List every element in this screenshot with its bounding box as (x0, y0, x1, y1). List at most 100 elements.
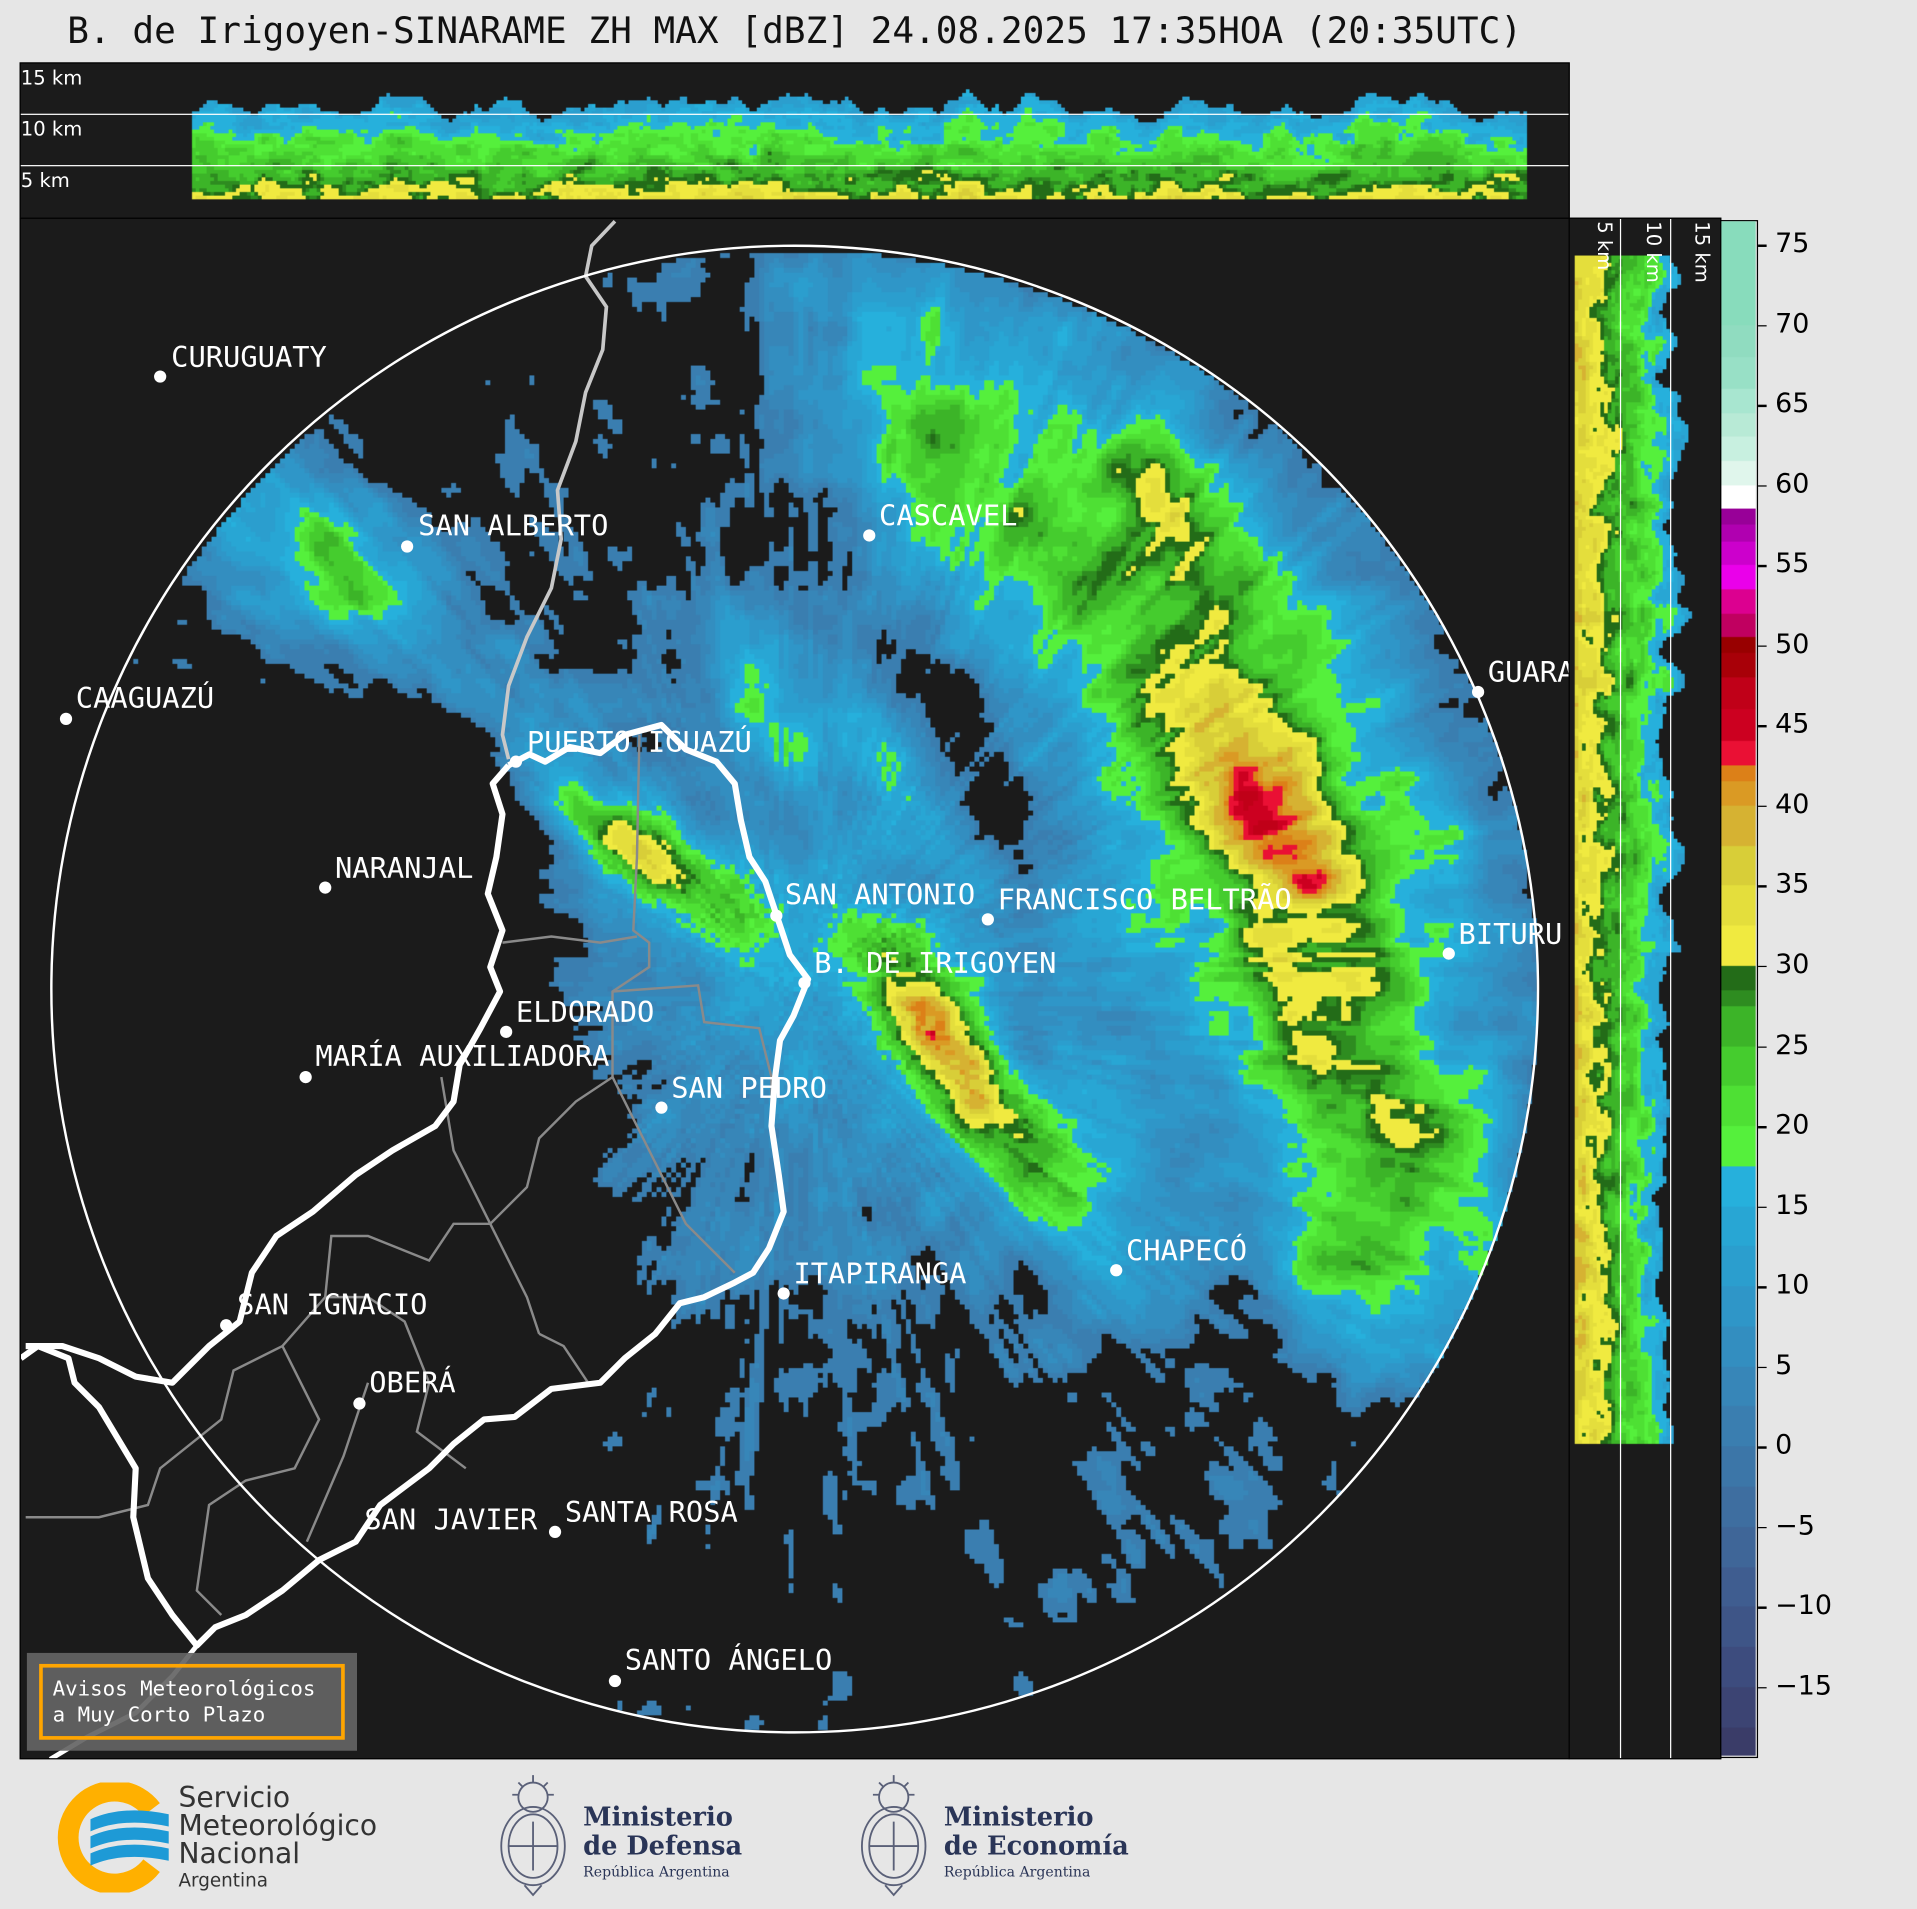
city-label-itapiranga: ITAPIRANGA (793, 1256, 967, 1292)
colorbar-tick-label: 60 (1775, 469, 1810, 500)
right-height-profile: 5 km 10 km 15 km (1568, 217, 1722, 1760)
colorbar-tick (1758, 484, 1767, 487)
city-dot (1442, 947, 1455, 960)
colorbar-tick (1758, 1366, 1767, 1369)
city-dot (319, 881, 332, 894)
city-label-cascavel: CASCAVEL (879, 498, 1018, 534)
city-dot (770, 909, 783, 922)
smn-country: Argentina (178, 1869, 268, 1892)
argentina-paraguay-border (25, 763, 511, 1386)
colorbar-tick (1758, 725, 1767, 728)
colorbar-tick (1758, 1526, 1767, 1529)
defensa-sub: República Argentina (583, 1863, 730, 1881)
city-label-santo-angelo: SANTO ÁNGELO (624, 1643, 833, 1678)
map-overlay (20, 220, 1540, 1759)
city-dot (220, 1319, 233, 1332)
height-label-10km: 10 km (1641, 221, 1666, 283)
gridline-10km (20, 113, 1569, 115)
colorbar-tick-label: 30 (1775, 949, 1810, 981)
defensa-line-2: de Defensa (583, 1830, 743, 1861)
city-label-bituru: BITURU (1458, 916, 1563, 952)
colorbar-tick-label: 55 (1775, 549, 1810, 580)
colorbar-tick (1758, 1606, 1767, 1609)
top-height-profile: 15 km 10 km 5 km (19, 62, 1570, 219)
gridline-5km (20, 165, 1569, 167)
colorbar-tick-label: 0 (1775, 1430, 1793, 1462)
colorbar-tick-label: −15 (1775, 1671, 1832, 1702)
figure-title: B. de Irigoyen-SINARAME ZH MAX [dBZ] 24.… (67, 9, 1523, 52)
city-label-curuguaty: CURUGUATY (171, 339, 327, 375)
city-label-guara: GUARA (1487, 655, 1570, 690)
colorbar-tick (1758, 645, 1767, 648)
city-label-chapeco: CHAPECÓ (1125, 1233, 1248, 1268)
colorbar-tick-label: 35 (1775, 869, 1810, 901)
city-dot (981, 913, 994, 926)
economia-line-2: de Economía (943, 1830, 1129, 1861)
colorbar-tick (1758, 1687, 1767, 1689)
colorbar-tick (1758, 1126, 1767, 1128)
height-label-15km: 15 km (1690, 221, 1715, 283)
city-dot (299, 1070, 312, 1084)
city-label-caaguazu: CAAGUAZÚ (75, 680, 215, 716)
radar-site-dot (798, 976, 811, 990)
smn-emblem-icon (57, 1782, 169, 1893)
colorbar-tick (1758, 565, 1767, 567)
city-dot (655, 1101, 668, 1114)
radar-map[interactable]: CURUGUATY SAN ALBERTO CAAGUAZÚ CASCAVEL … (19, 217, 1570, 1760)
colorbar-tick-label: 20 (1775, 1110, 1810, 1141)
colorbar-tick-label: 5 (1775, 1350, 1793, 1382)
city-label-maria-auxiliadora: MARÍA AUXILIADORA (315, 1039, 610, 1074)
colorbar-tick (1758, 1446, 1767, 1449)
colorbar-tick (1758, 1286, 1767, 1289)
city-dot (548, 1525, 562, 1539)
smn-line-1: Servicio (178, 1782, 291, 1815)
smn-logo: Servicio Meteorológico Nacional Argentin… (56, 1782, 398, 1893)
paraguay-brazil-border (500, 220, 617, 760)
colorbar-tick (1758, 965, 1767, 968)
ministerio-defensa-logo: Ministerio de Defensa República Argentin… (495, 1773, 764, 1901)
colorbar-tick-label: −10 (1775, 1590, 1832, 1622)
city-dot (1471, 685, 1485, 699)
city-label-obera: OBERÁ (369, 1365, 456, 1400)
right-profile-echoes (1569, 218, 1719, 1757)
city-label-san-antonio: SAN ANTONIO (784, 877, 976, 913)
warning-badge-line-2: a Muy Corto Plazo (52, 1703, 266, 1728)
city-dot (863, 529, 876, 542)
smn-line-2: Meteorológico (178, 1810, 378, 1843)
colorbar-tick (1758, 244, 1767, 247)
colorbar-tick-label: 10 (1775, 1270, 1810, 1301)
city-label-san-pedro: SAN PEDRO (671, 1070, 827, 1106)
city-label-b-de-irigoyen: B. DE IRIGOYEN (814, 946, 1057, 981)
smn-line-3: Nacional (178, 1838, 301, 1871)
city-label-san-javier: SAN JAVIER (364, 1502, 538, 1537)
colorbar-tick (1758, 404, 1767, 407)
colorbar-tick-label: 45 (1775, 709, 1810, 741)
city-dot (777, 1287, 790, 1300)
colorbar (1720, 220, 1759, 1759)
city-dot (500, 1025, 513, 1038)
economia-sub: República Argentina (943, 1863, 1091, 1881)
colorbar-tick-label: 75 (1775, 228, 1810, 260)
warning-badge-line-1: Avisos Meteorológicos (52, 1677, 316, 1702)
city-dot (59, 712, 73, 725)
warning-badge[interactable]: Avisos Meteorológicos a Muy Corto Plazo (39, 1663, 345, 1740)
colorbar-tick (1758, 1206, 1767, 1209)
economia-line-1: Ministerio (943, 1800, 1094, 1832)
reflectivity-echoes (20, 218, 1568, 1757)
height-label-5km: 5 km (1593, 221, 1617, 271)
colorbar-tick-label: 40 (1775, 789, 1810, 821)
warning-badge-background (26, 1652, 357, 1751)
colorbar-gradient (1721, 221, 1756, 1756)
national-coat-of-arms-icon (861, 1775, 927, 1897)
colorbar-tick-label: 65 (1775, 388, 1810, 420)
colorbar-tick-label: 25 (1775, 1030, 1810, 1061)
defensa-line-1: Ministerio (583, 1800, 733, 1832)
height-label-5km: 5 km (20, 168, 70, 192)
city-label-puerto-iguazu: PUERTO IGUAZÚ (526, 724, 752, 760)
city-dot (154, 370, 167, 383)
colorbar-tick (1758, 1045, 1767, 1048)
colorbar-tick-label: 50 (1775, 629, 1810, 660)
colorbar-tick (1758, 805, 1767, 808)
city-label-santa-rosa: SANTA ROSA (564, 1495, 738, 1530)
